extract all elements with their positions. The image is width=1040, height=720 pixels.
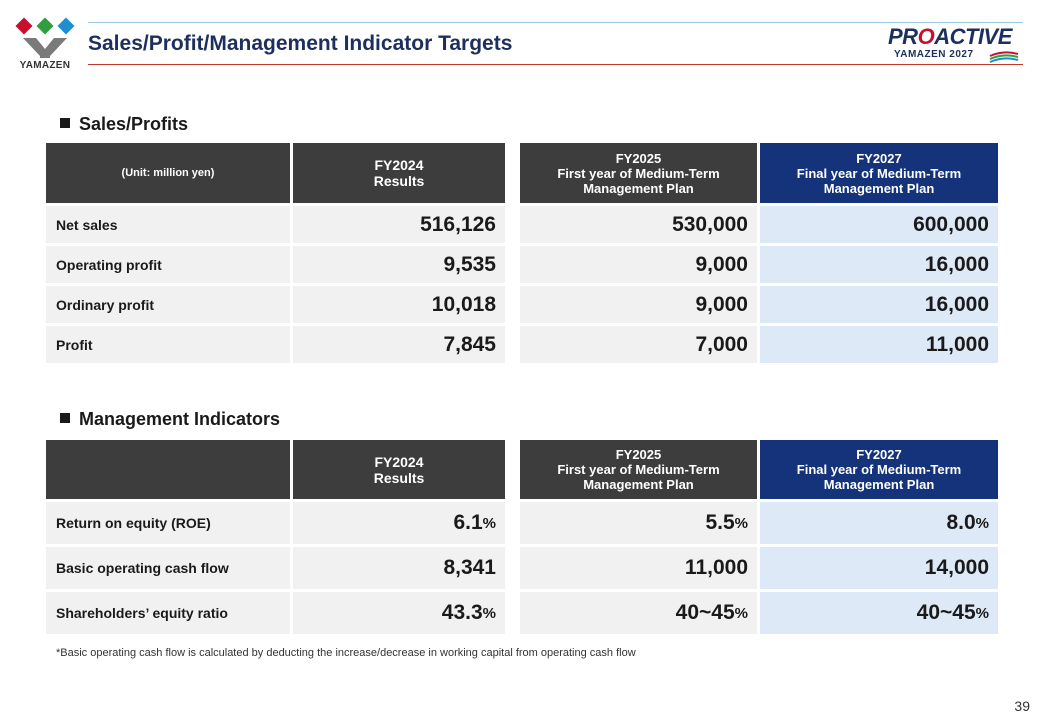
swoosh-icon — [989, 51, 1019, 63]
footnote: *Basic operating cash flow is calculated… — [56, 647, 636, 659]
fy2025-value: 530,000 — [520, 206, 757, 243]
fy2024-value: 7,845 — [293, 326, 505, 363]
fy2024-value: 8,341 — [293, 547, 505, 589]
fy2027-value: 14,000 — [760, 547, 998, 589]
fy2025-value: 5.5% — [520, 502, 757, 544]
fy2025-header: FY2025 First year of Medium-Term Managem… — [520, 440, 757, 499]
yamazen-logo — [15, 17, 75, 58]
fy2025-value: 40~45% — [520, 592, 757, 634]
fy2025-header: FY2025 First year of Medium-Term Managem… — [520, 143, 757, 203]
row-label: Basic operating cash flow — [46, 547, 290, 589]
row-label: Return on equity (ROE) — [46, 502, 290, 544]
fy2024-value: 516,126 — [293, 206, 505, 243]
header-rule-top — [88, 22, 1023, 23]
bullet-square-icon — [60, 118, 70, 128]
page-number: 39 — [1014, 698, 1030, 714]
brand-subtitle: YAMAZEN 2027 — [894, 49, 974, 60]
fy2027-header: FY2027 Final year of Medium-Term Managem… — [760, 440, 998, 499]
logo-text: YAMAZEN — [19, 60, 71, 71]
brand-wordmark: PROACTIVE — [888, 24, 1012, 49]
row-label: Shareholders’ equity ratio — [46, 592, 290, 634]
indicators-table-left: FY2024 Results Return on equity (ROE) 6.… — [46, 440, 505, 634]
section-heading-sales: Sales/Profits — [60, 114, 188, 135]
bullet-square-icon — [60, 413, 70, 423]
fy2024-value: 6.1% — [293, 502, 505, 544]
fy2025-value: 9,000 — [520, 246, 757, 283]
fy2024-header: FY2024 Results — [293, 440, 505, 499]
fy2027-header: FY2027 Final year of Medium-Term Managem… — [760, 143, 998, 203]
fy2027-value: 16,000 — [760, 246, 998, 283]
fy2025-value: 7,000 — [520, 326, 757, 363]
fy2027-value: 600,000 — [760, 206, 998, 243]
fy2025-value: 9,000 — [520, 286, 757, 323]
row-label: Operating profit — [46, 246, 290, 283]
page-title: Sales/Profit/Management Indicator Target… — [88, 32, 513, 55]
indicators-table-right: FY2025 First year of Medium-Term Managem… — [520, 440, 998, 634]
section-heading-indicators: Management Indicators — [60, 409, 280, 430]
fy2027-value: 11,000 — [760, 326, 998, 363]
row-label: Profit — [46, 326, 290, 363]
unit-header: (Unit: million yen) — [46, 143, 290, 203]
fy2027-value: 8.0% — [760, 502, 998, 544]
row-label: Net sales — [46, 206, 290, 243]
blank-header — [46, 440, 290, 499]
proactive-brand-logo: PROACTIVE YAMAZEN 2027 — [888, 26, 1022, 66]
fy2024-value: 10,018 — [293, 286, 505, 323]
fy2024-header: FY2024 Results — [293, 143, 505, 203]
sales-table-left: (Unit: million yen) FY2024 Results Net s… — [46, 143, 505, 363]
sales-table-right: FY2025 First year of Medium-Term Managem… — [520, 143, 998, 363]
fy2027-value: 40~45% — [760, 592, 998, 634]
fy2024-value: 43.3% — [293, 592, 505, 634]
fy2027-value: 16,000 — [760, 286, 998, 323]
fy2024-value: 9,535 — [293, 246, 505, 283]
header-rule-bottom — [88, 64, 1023, 65]
row-label: Ordinary profit — [46, 286, 290, 323]
fy2025-value: 11,000 — [520, 547, 757, 589]
